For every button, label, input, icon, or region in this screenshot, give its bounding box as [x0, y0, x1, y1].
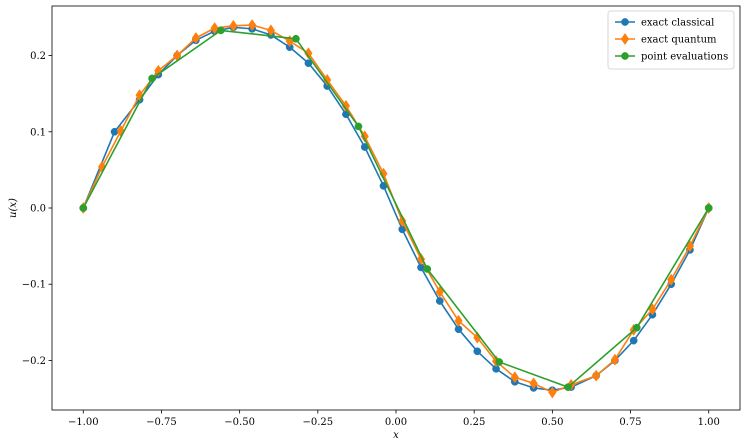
data-point	[416, 253, 426, 266]
legend-label: exact quantum	[641, 35, 717, 46]
data-point	[435, 285, 444, 298]
legend-swatch-marker	[621, 18, 629, 26]
legend-swatch-marker	[621, 52, 629, 60]
data-point	[292, 34, 300, 43]
plot-area	[79, 19, 713, 399]
y-axis-label: u(x)	[8, 198, 19, 218]
legend-item: exact classical	[615, 18, 714, 29]
y-axis: −0.2 −0.1 0.0 0.1 0.2	[22, 51, 52, 367]
data-point	[110, 127, 119, 136]
data-point	[210, 22, 219, 35]
data-point	[548, 386, 557, 399]
data-point	[592, 369, 601, 382]
series-line	[82, 29, 710, 388]
data-point	[510, 371, 519, 384]
x-tick-label: −0.75	[146, 417, 177, 428]
data-point	[435, 297, 444, 305]
data-point	[473, 347, 482, 356]
y-tick-label: 0.2	[30, 51, 46, 62]
y-tick-label: −0.1	[22, 280, 46, 291]
data-point	[610, 353, 620, 366]
series-exact-classical	[79, 23, 713, 395]
x-axis: −1.00 −0.75 −0.50 −0.25 0.00 0.25 0.50 0.75 1.00	[68, 410, 720, 428]
data-point	[79, 204, 88, 212]
series-point-evaluations	[79, 26, 713, 391]
x-tick-label: 0.00	[385, 417, 407, 428]
x-axis-label: x	[393, 430, 399, 441]
data-point	[529, 377, 538, 390]
y-tick-label: 0.0	[30, 204, 46, 215]
x-tick-label: 1.00	[698, 417, 720, 428]
data-point	[304, 59, 313, 68]
series-line	[82, 24, 710, 394]
data-point	[354, 122, 363, 131]
series-exact-quantum	[79, 19, 713, 399]
legend-label: point evaluations	[641, 52, 728, 63]
y-tick-label: 0.1	[30, 127, 46, 138]
series-line	[82, 26, 710, 391]
data-point	[217, 26, 225, 35]
y-tick-label: −0.2	[22, 356, 46, 367]
x-tick-label: −1.00	[68, 417, 99, 428]
x-tick-label: −0.50	[224, 417, 255, 428]
data-point	[495, 358, 504, 366]
data-point	[148, 74, 156, 83]
data-point	[564, 383, 572, 391]
data-point	[423, 265, 432, 273]
x-tick-label: 0.75	[619, 417, 641, 428]
data-point	[648, 303, 657, 316]
x-tick-label: 0.25	[463, 417, 485, 428]
legend: exact classical exact quantum point evalua…	[607, 10, 735, 70]
legend-item: exact quantum	[615, 32, 717, 46]
data-point	[454, 314, 463, 327]
data-point	[248, 19, 257, 32]
data-point	[632, 323, 641, 332]
data-point	[398, 214, 407, 228]
legend-item: point evaluations	[615, 52, 728, 63]
x-tick-label: 0.50	[541, 417, 563, 428]
x-tick-label: −0.25	[302, 417, 333, 428]
data-point	[629, 336, 638, 345]
data-point	[191, 31, 200, 45]
data-point	[704, 204, 713, 212]
data-point	[667, 273, 676, 286]
legend-swatch-marker	[620, 32, 630, 46]
legend-box	[607, 10, 735, 70]
legend-label: exact classical	[641, 18, 714, 29]
